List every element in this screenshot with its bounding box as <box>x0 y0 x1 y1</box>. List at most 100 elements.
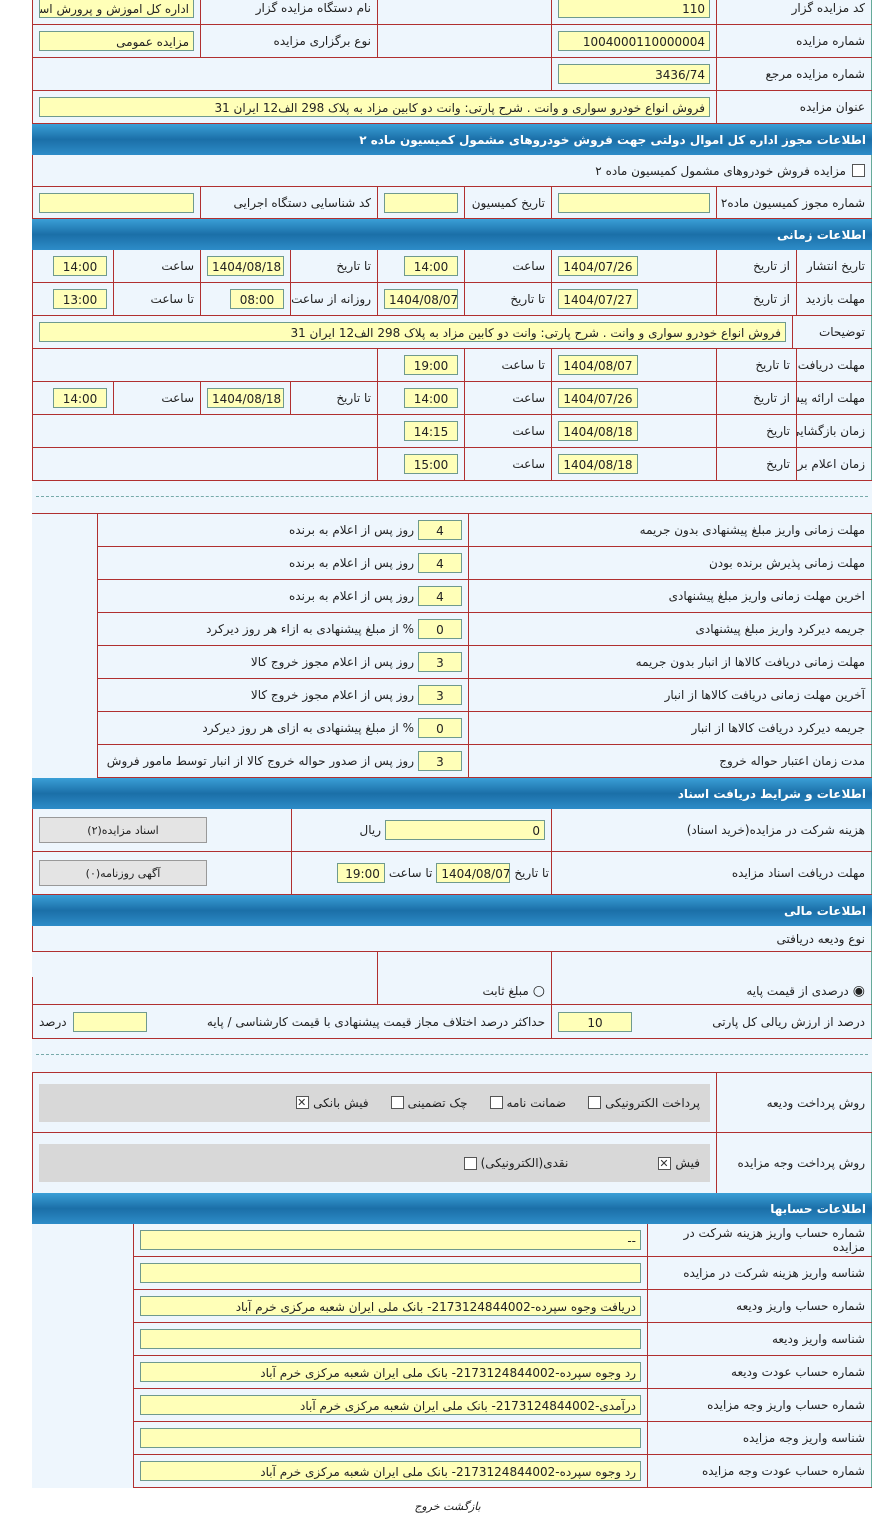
divider <box>32 1039 872 1073</box>
checkbox[interactable] <box>588 1096 602 1109</box>
payment-method-option[interactable]: نقدی(الکترونیکی) <box>463 1156 568 1170</box>
label: مهلت دریافت اسناد <box>796 349 872 381</box>
checkbox[interactable] <box>390 1096 404 1109</box>
description-field[interactable]: فروش انواع خودرو سواری و وانت . شرح پارت… <box>39 322 786 342</box>
unit-label: روز پس از اعلام به برنده <box>289 589 414 603</box>
label: ساعت <box>113 250 200 282</box>
ref-number-field[interactable]: 3436/74 <box>558 64 710 84</box>
visit-to-date[interactable]: 1404/08/07 <box>384 289 458 309</box>
account-field[interactable]: -- <box>140 1230 641 1250</box>
deadline-value[interactable]: 0 <box>418 619 462 639</box>
auction-type-field[interactable]: مزایده عمومی <box>39 31 194 51</box>
permit-field[interactable] <box>558 192 710 213</box>
row-deposit-methods: روش پرداخت ودیعه پرداخت الکترونیکی ضمانت … <box>32 1073 872 1133</box>
offer-to-time[interactable]: 14:00 <box>53 388 107 408</box>
newspaper-ads-button[interactable]: آگهی روزنامه(۰) <box>39 860 207 886</box>
radio-percent[interactable]: ◉ درصدی از قیمت پایه <box>551 977 872 1004</box>
account-field[interactable] <box>140 1263 641 1283</box>
account-field[interactable]: درآمدی-2173124844002- بانک ملی ایران شعب… <box>140 1395 641 1415</box>
label: مدت زمان اعتبار حواله خروج <box>468 745 872 777</box>
docs-deadline-date[interactable]: 1404/08/07 <box>436 863 511 883</box>
account-field[interactable] <box>140 1329 641 1349</box>
deadline-value[interactable]: 3 <box>418 685 462 705</box>
label: فیش بانکی <box>313 1095 369 1110</box>
label: تاریخ انتشار <box>796 250 872 282</box>
payment-method-option[interactable]: چک تضمینی <box>390 1096 468 1110</box>
exit-link[interactable]: خروج <box>414 1500 440 1513</box>
account-field[interactable]: دریافت وجوه سپرده-2173124844002- بانک مل… <box>140 1296 641 1316</box>
docs-deadline-time[interactable]: 19:00 <box>336 863 385 883</box>
winner-date[interactable]: 1404/08/18 <box>558 454 638 474</box>
payment-method-option[interactable]: فیش <box>658 1156 700 1170</box>
label: ساعت <box>464 382 551 414</box>
label: شناسه واریز هزینه شرکت در مزایده <box>647 1257 872 1289</box>
checkbox[interactable] <box>463 1156 477 1170</box>
payment-method-option[interactable]: فیش بانکی <box>296 1095 369 1110</box>
opening-time[interactable]: 14:15 <box>404 421 458 441</box>
visit-daily-from[interactable]: 08:00 <box>230 289 284 309</box>
divider <box>32 481 872 514</box>
unit-label: روز پس از اعلام مجوز خروج کالا <box>250 688 414 702</box>
commission-date-field[interactable] <box>384 192 458 213</box>
offer-to-date[interactable]: 1404/08/18 <box>207 388 284 408</box>
deadline-value[interactable]: 4 <box>418 553 462 573</box>
offer-from-date[interactable]: 1404/07/26 <box>558 388 638 408</box>
commission-checkbox[interactable] <box>852 164 865 177</box>
label: تا تاریخ <box>716 349 796 381</box>
winner-time[interactable]: 15:00 <box>404 454 458 474</box>
label: مهلت ارائه پیشنهاد <box>796 382 872 414</box>
max-diff-field[interactable] <box>72 1011 147 1032</box>
publish-from-time[interactable]: 14:00 <box>404 256 458 276</box>
offer-from-time[interactable]: 14:00 <box>404 388 458 408</box>
row-price-methods: روش پرداخت وجه مزایده فیش نقدی(الکترونیکی… <box>32 1133 872 1193</box>
percent-field[interactable]: 10 <box>558 1011 632 1032</box>
account-field[interactable] <box>140 1428 641 1448</box>
back-link[interactable]: بازگشت <box>443 1500 481 1513</box>
auction-number-field[interactable]: 1004000110000004 <box>558 31 710 51</box>
row-auction-number: شماره مزایده 1004000110000004 نوع برگزار… <box>32 25 872 58</box>
deadline-value[interactable]: 3 <box>418 751 462 771</box>
unit-label: روز پس از اعلام مجوز خروج کالا <box>250 655 414 669</box>
publish-from-date[interactable]: 1404/07/26 <box>558 256 638 276</box>
visit-to-time[interactable]: 13:00 <box>53 289 107 309</box>
account-field[interactable]: رد وجوه سپرده-2173124844002- بانک ملی ای… <box>140 1461 641 1481</box>
deposit-methods-group: پرداخت الکترونیکی ضمانت نامه چک تضمینی فیش … <box>39 1083 710 1122</box>
payment-method-option[interactable]: پرداخت الکترونیکی <box>588 1096 700 1110</box>
visit-from-date[interactable]: 1404/07/27 <box>558 289 638 309</box>
account-field[interactable]: رد وجوه سپرده-2173124844002- بانک ملی ای… <box>140 1362 641 1382</box>
auctioneer-code-field[interactable]: 110 <box>558 0 710 18</box>
row-publish: تاریخ انتشار از تاریخ 1404/07/26 ساعت 14… <box>32 250 872 283</box>
label: از تاریخ <box>716 250 796 282</box>
label: ضمانت نامه <box>506 1095 567 1110</box>
org-name-field[interactable]: اداره کل اموزش و پرورش استا <box>39 0 194 18</box>
radio-selected-icon: ◉ <box>852 982 865 999</box>
opening-date[interactable]: 1404/08/18 <box>558 421 638 441</box>
docs-fee-field[interactable]: 0 <box>385 820 545 840</box>
exec-code-field[interactable] <box>39 192 194 213</box>
currency-label: ریال <box>359 823 381 837</box>
radio-fixed[interactable]: ○ مبلغ ثابت <box>377 977 551 1004</box>
radio-empty-icon: ○ <box>532 982 545 999</box>
deadline-row: جریمه دیرکرد دریافت کالاها از انبار 0 % ا… <box>97 712 872 745</box>
auction-detail-form: کد مزایده گزار 110 نام دستگاه مزایده گزا… <box>32 0 872 1488</box>
auction-documents-button[interactable]: اسناد مزایده(۲) <box>39 817 207 843</box>
docs-date[interactable]: 1404/08/07 <box>558 355 638 375</box>
title-field[interactable]: فروش انواع خودرو سواری و وانت . شرح پارت… <box>39 97 710 117</box>
deadline-value[interactable]: 4 <box>418 520 462 540</box>
unit-label: روز پس از اعلام به برنده <box>289 556 414 570</box>
publish-to-date[interactable]: 1404/08/18 <box>207 256 284 276</box>
label: تا ساعت <box>388 866 433 880</box>
section-header-documents: اطلاعات و شرایط دریافت اسناد <box>32 778 872 809</box>
label: پرداخت الکترونیکی <box>605 1095 700 1110</box>
publish-to-time[interactable]: 14:00 <box>53 256 107 276</box>
deadline-value[interactable]: 4 <box>418 586 462 606</box>
docs-time[interactable]: 19:00 <box>404 355 458 375</box>
deadline-value[interactable]: 0 <box>418 718 462 738</box>
deadline-value[interactable]: 3 <box>418 652 462 672</box>
checked-checkbox[interactable] <box>658 1156 672 1170</box>
label: تا ساعت <box>464 349 551 381</box>
payment-method-option[interactable]: ضمانت نامه <box>489 1095 567 1110</box>
checked-checkbox[interactable] <box>296 1096 310 1109</box>
checkbox[interactable] <box>489 1096 503 1109</box>
label: تا ساعت <box>113 283 200 315</box>
